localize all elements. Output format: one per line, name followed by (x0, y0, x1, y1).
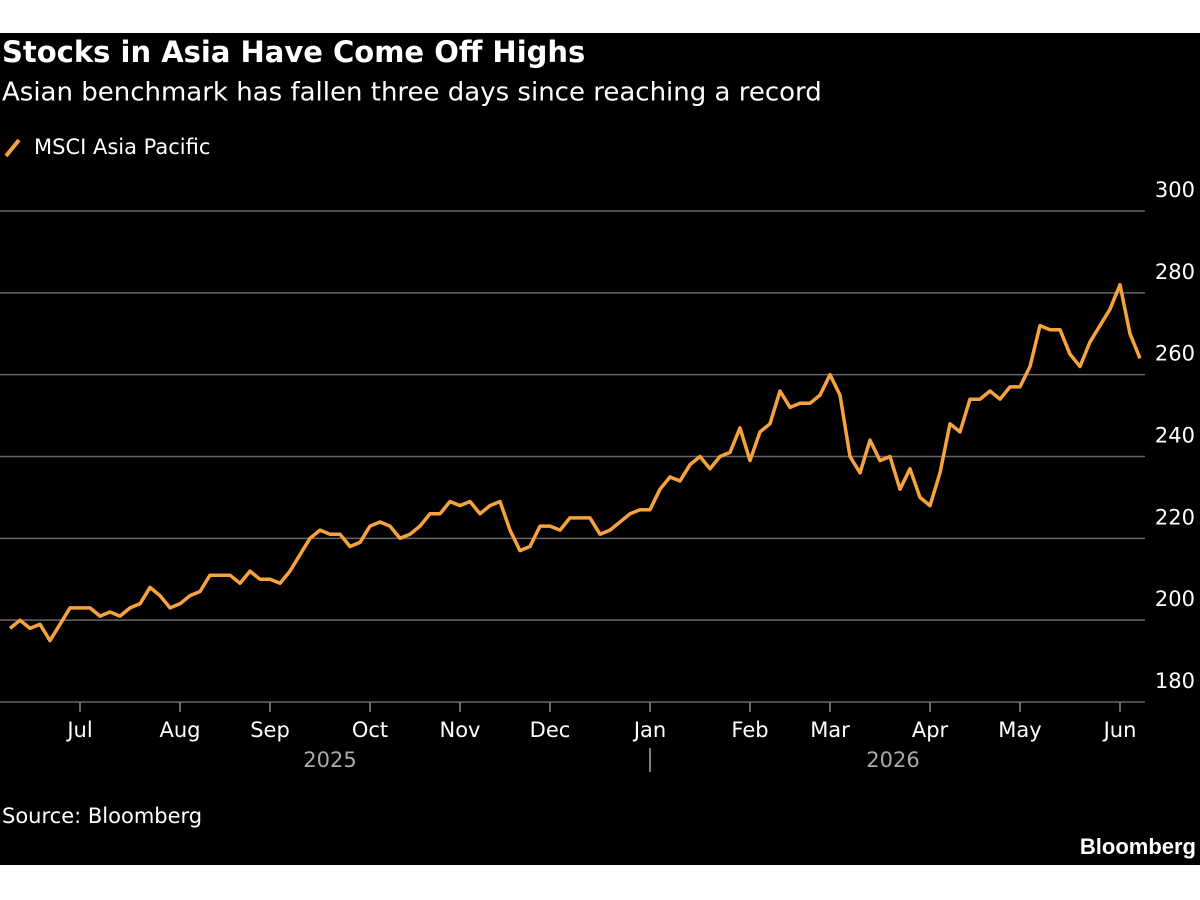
y-tick-label: 200 (1155, 587, 1195, 611)
y-tick-label: 300 (1155, 178, 1195, 202)
chart-title: Stocks in Asia Have Come Off Highs (2, 35, 585, 69)
legend-swatch (4, 138, 21, 158)
y-tick-label: 260 (1155, 342, 1195, 366)
brand: Bloomberg (1080, 834, 1196, 859)
chart-subtitle: Asian benchmark has fallen three days si… (2, 78, 822, 108)
year-label: 2025 (303, 748, 356, 772)
y-tick-label: 180 (1155, 669, 1195, 693)
year-label: 2026 (866, 748, 919, 772)
line (8, 282, 1142, 643)
x-tick-label: Mar (810, 718, 850, 742)
x-tick-label: Sep (250, 718, 290, 742)
x-tick-label: Oct (352, 718, 388, 742)
x-tick-label: May (998, 718, 1041, 742)
legend-label: MSCI Asia Pacific (34, 135, 210, 159)
x-tick-label: Aug (159, 718, 200, 742)
x-tick-label: Dec (530, 718, 571, 742)
background (0, 33, 1200, 865)
source: Source: Bloomberg (2, 804, 202, 828)
y-tick-label: 240 (1155, 424, 1195, 448)
x-tick-label: Jul (65, 718, 92, 742)
y-tick-label: 220 (1155, 505, 1195, 529)
x-tick-label: Nov (440, 718, 481, 742)
x-tick-label: Apr (912, 718, 949, 742)
x-tick-label: Jan (632, 718, 666, 742)
y-tick-label: 280 (1155, 260, 1195, 284)
x-tick-label: Jun (1102, 718, 1137, 742)
x-tick-label: Feb (731, 718, 768, 742)
